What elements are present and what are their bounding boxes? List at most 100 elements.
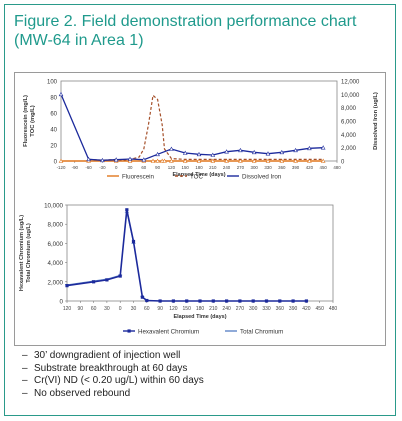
x-tick-label: 390	[289, 306, 298, 312]
y-axis-label: Hexavalent Chromium (ug/L)Total Chromium…	[19, 215, 32, 291]
data-point	[210, 158, 216, 163]
x-tick-label: -30	[99, 165, 106, 170]
x-tick-label: 270	[237, 165, 245, 170]
data-point	[86, 156, 91, 162]
data-point	[278, 299, 282, 303]
x-tick-label: 0	[115, 165, 118, 170]
data-point	[92, 280, 96, 284]
x-tick-label: -60	[85, 165, 92, 170]
data-point	[127, 158, 133, 163]
x-tick-label: 240	[223, 165, 231, 170]
data-point	[307, 145, 312, 151]
data-point	[58, 91, 64, 97]
x-tick-label: -120	[57, 165, 66, 170]
x-tick-label: 90	[155, 165, 160, 170]
y-axis-label: Fluorescein (mg/L)TOC (mg/L)	[23, 95, 36, 147]
chart-panel: 0 20 40 60 80 100 0 2,000 4,000 6,000 8,000 10,000 1…	[14, 72, 386, 346]
x-tick-label: 120	[169, 306, 178, 312]
data-point	[155, 151, 160, 157]
data-point	[131, 239, 136, 244]
x-tick-label: 420	[306, 165, 314, 170]
data-point	[224, 158, 229, 163]
data-point	[169, 158, 174, 163]
legend-label: Fluorescein	[122, 173, 155, 180]
x-tick-label: -90	[72, 165, 79, 170]
bullet-text: No observed rebound	[34, 387, 131, 399]
x-tick-label: 450	[320, 165, 328, 170]
y2-axis-label: Dissolved Iron (ug/L)	[373, 92, 379, 150]
data-point	[155, 158, 160, 163]
chart-top: 0 20 40 60 80 100 0 2,000 4,000 6,000 8,000 10,000 1…	[23, 80, 379, 181]
data-point	[182, 150, 188, 155]
data-point	[100, 157, 105, 163]
x-tick-label: 270	[236, 306, 245, 312]
x-tick-label: 60	[141, 165, 146, 170]
x-tick-label: 360	[276, 306, 285, 312]
data-point	[196, 158, 202, 163]
x-tick-label: 120	[63, 306, 72, 312]
data-point	[251, 158, 257, 163]
legend-label: TOC	[190, 173, 203, 180]
series-line-hexavalent-chromium	[66, 209, 307, 302]
data-point	[171, 299, 175, 303]
bullet-text: 30’ downgradient of injection well	[34, 350, 181, 361]
bullet-item: – No observed rebound	[22, 387, 131, 399]
data-point	[291, 299, 295, 303]
y-tick-label: 4,000	[48, 260, 64, 267]
x-tick-label: 0	[119, 306, 122, 312]
x-tick-label: 30	[104, 306, 110, 312]
data-point	[293, 147, 298, 153]
x-tick-label: 210	[209, 165, 217, 170]
data-point	[58, 158, 64, 163]
y-tick-label: 60	[50, 112, 57, 118]
bullet-text: Cr(VI) ND (< 0.20 ug/L) within 60 days	[34, 375, 204, 386]
y-tick-label: 80	[50, 96, 57, 102]
x-tick-label: 120	[168, 165, 176, 170]
y-axis-label-line: TOC (mg/L)	[30, 105, 36, 137]
data-point	[279, 158, 285, 163]
plot-area-top	[60, 80, 338, 162]
data-point	[185, 299, 189, 303]
data-point	[140, 295, 144, 299]
y2-tick-label: 6,000	[341, 120, 357, 126]
data-point	[65, 284, 69, 288]
y2-tick-label: 2,000	[341, 146, 357, 152]
x-tick-label: 180	[195, 165, 203, 170]
data-point	[320, 145, 326, 150]
x-tick-label: 330	[264, 165, 272, 170]
data-point	[150, 158, 156, 163]
data-point	[169, 146, 174, 151]
figure-title-line1: Figure 2. Field demonstration performanc…	[14, 13, 357, 30]
y-axis-label-line: Hexavalent Chromium (ug/L)	[19, 215, 25, 291]
x-tick-label: 240	[222, 306, 231, 312]
y2-tick-label: 12,000	[341, 80, 360, 86]
x-tick-label: 390	[292, 165, 300, 170]
bullet-text: Substrate breakthrough at 60 days	[34, 362, 188, 374]
bullet-list: –30’ downgradient of injection well – Sub…	[22, 350, 204, 400]
x-tick-label: 90	[78, 306, 84, 312]
bullet-item: – Cr(VI) ND (< 0.20 ug/L) within 60 days	[22, 375, 204, 386]
data-point	[265, 158, 271, 163]
x-axis-label: Elapsed Time (days)	[172, 172, 225, 178]
data-point	[118, 274, 122, 278]
y-axis-label-line: Total Chromium (ug/L)	[26, 223, 32, 283]
y-tick-label: 6,000	[48, 241, 64, 248]
x-tick-label: 300	[249, 306, 258, 312]
y2-tick-label: 10,000	[341, 93, 360, 99]
x-tick-label: 90	[157, 306, 163, 312]
legend-marker	[127, 329, 131, 333]
data-point	[251, 299, 255, 303]
data-point	[251, 149, 257, 155]
legend-label: Hexavalent Chromium	[138, 328, 199, 335]
x-tick-label: 330	[262, 306, 271, 312]
data-point	[238, 158, 243, 163]
legend-label: Dissolved Iron	[242, 173, 282, 180]
data-point	[320, 158, 326, 163]
data-point	[105, 278, 109, 282]
y-tick-label: 100	[47, 80, 58, 86]
x-tick-label: 150	[183, 306, 192, 312]
data-point	[127, 156, 133, 161]
bullet-item: –30’ downgradient of injection well	[22, 350, 181, 361]
data-point	[113, 157, 119, 162]
